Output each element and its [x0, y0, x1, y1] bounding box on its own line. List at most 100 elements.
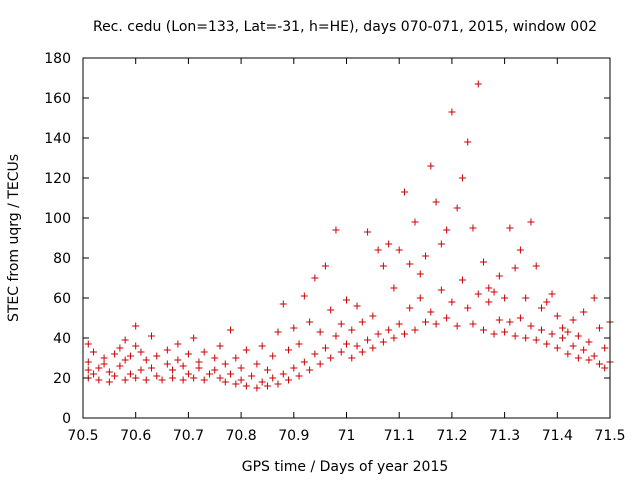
- data-point: [221, 360, 229, 368]
- data-point: [385, 240, 393, 248]
- y-tick-label: 180: [44, 51, 71, 67]
- data-point: [274, 380, 282, 388]
- data-point: [474, 80, 482, 88]
- data-point: [374, 246, 382, 254]
- data-point: [443, 226, 451, 234]
- data-point: [406, 260, 414, 268]
- data-point: [316, 360, 324, 368]
- data-point: [216, 374, 224, 382]
- y-tick-label: 0: [62, 411, 71, 427]
- data-point: [111, 372, 119, 380]
- y-tick-label: 160: [44, 91, 71, 107]
- data-point: [416, 294, 424, 302]
- data-point: [337, 348, 345, 356]
- data-point: [269, 374, 277, 382]
- data-point: [348, 326, 356, 334]
- x-tick-label: 71.2: [436, 428, 467, 444]
- data-point: [84, 340, 92, 348]
- data-point: [343, 340, 350, 348]
- data-point: [100, 354, 108, 362]
- data-point: [163, 346, 171, 354]
- x-tick-label: 70.9: [278, 428, 309, 444]
- data-point: [416, 270, 424, 278]
- data-point: [306, 318, 314, 326]
- data-point: [469, 224, 477, 232]
- data-point: [269, 352, 277, 360]
- x-tick-label: 71.1: [384, 428, 415, 444]
- data-point: [84, 358, 92, 366]
- x-tick-label: 71.5: [594, 428, 625, 444]
- data-point: [126, 352, 134, 360]
- data-point: [585, 356, 593, 364]
- data-point: [522, 294, 530, 302]
- data-point: [437, 240, 445, 248]
- data-point: [569, 342, 577, 350]
- data-point: [422, 252, 430, 260]
- data-point: [337, 320, 345, 328]
- x-tick-label: 71.4: [542, 428, 573, 444]
- x-tick-label: 70.5: [67, 428, 98, 444]
- data-point: [100, 360, 108, 368]
- data-point: [232, 380, 240, 388]
- data-point: [200, 376, 208, 384]
- data-point: [485, 284, 493, 292]
- data-point: [369, 344, 377, 352]
- data-point: [432, 320, 440, 328]
- data-point: [348, 354, 356, 362]
- data-point: [480, 258, 488, 266]
- data-point: [300, 358, 308, 366]
- data-point: [506, 318, 514, 326]
- data-point: [132, 374, 140, 382]
- data-point: [321, 262, 329, 270]
- data-point: [364, 228, 372, 236]
- data-point: [227, 370, 235, 378]
- data-point: [580, 308, 588, 316]
- data-point: [448, 108, 456, 116]
- data-point: [390, 284, 398, 292]
- data-point: [422, 318, 430, 326]
- data-point: [501, 294, 509, 302]
- data-point: [464, 138, 472, 146]
- data-point: [142, 356, 150, 364]
- data-point: [374, 330, 382, 338]
- data-point: [332, 226, 340, 234]
- data-point: [285, 376, 293, 384]
- data-point: [174, 356, 182, 364]
- data-point: [369, 312, 377, 320]
- data-point: [158, 376, 166, 384]
- data-point: [448, 298, 456, 306]
- data-point: [295, 372, 303, 380]
- data-point: [148, 332, 156, 340]
- data-point: [90, 370, 98, 378]
- data-point: [132, 322, 140, 330]
- data-point: [253, 384, 261, 392]
- data-point: [285, 346, 293, 354]
- data-point: [453, 204, 461, 212]
- data-point: [432, 198, 440, 206]
- x-axis-title: GPS time / Days of year 2015: [242, 459, 449, 475]
- data-point: [221, 378, 229, 386]
- data-point: [227, 326, 235, 334]
- y-tick-label: 80: [53, 251, 71, 267]
- data-point: [537, 326, 545, 334]
- data-point: [163, 360, 171, 368]
- data-point: [501, 328, 509, 336]
- x-tick-label: 71.3: [489, 428, 520, 444]
- data-point: [137, 366, 145, 374]
- data-point: [216, 342, 224, 350]
- data-point: [400, 330, 408, 338]
- data-point: [553, 344, 561, 352]
- data-point: [253, 360, 261, 368]
- data-point: [390, 334, 398, 342]
- data-point: [279, 370, 287, 378]
- data-point: [559, 324, 567, 332]
- data-point: [595, 360, 603, 368]
- y-axis-title: STEC from uqrg / TECUs: [6, 154, 22, 322]
- data-point: [495, 272, 503, 280]
- y-tick-label: 20: [53, 371, 71, 387]
- data-point: [190, 374, 198, 382]
- data-point: [95, 376, 103, 384]
- y-tick-label: 40: [53, 331, 71, 347]
